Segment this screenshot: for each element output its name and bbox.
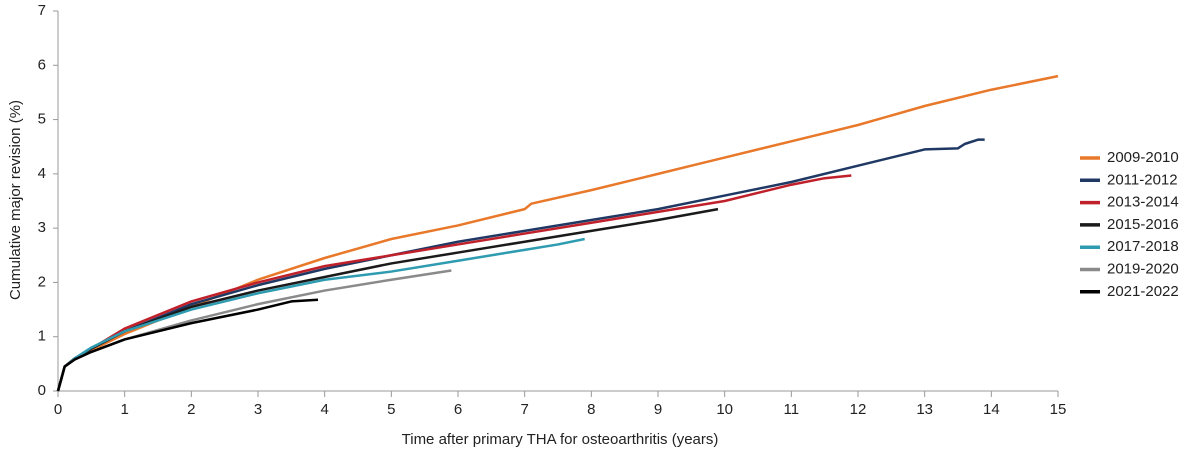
legend-label: 2019-2020 [1107,260,1179,277]
series-line [56,298,319,392]
series-line [56,269,452,392]
x-tick-label: 6 [454,401,462,418]
legend-label: 2013-2014 [1107,194,1179,211]
y-axis-label: Cumulative major revision (%) [7,100,24,300]
x-axis-label: Time after primary THA for osteoarthriti… [402,431,719,448]
y-tick-label: 7 [38,2,46,19]
x-tick-label: 9 [654,401,662,418]
x-tick-label: 4 [320,401,328,418]
y-tick-label: 4 [38,165,46,182]
series-line [56,174,852,392]
x-tick-label: 3 [254,401,262,418]
x-tick-label: 15 [1050,401,1067,418]
y-tick-label: 1 [38,328,46,345]
y-tick-label: 5 [38,111,46,128]
series-line [56,207,719,392]
legend-label: 2009-2010 [1107,149,1179,166]
legend-label: 2015-2016 [1107,216,1179,233]
x-tick-label: 8 [587,401,595,418]
x-tick-label: 12 [850,401,867,418]
series-line [56,74,1059,392]
x-tick-label: 2 [187,401,195,418]
y-tick-label: 6 [38,56,46,73]
x-tick-label: 5 [387,401,395,418]
series-line [56,138,985,392]
x-tick-label: 1 [120,401,128,418]
series-line [56,237,585,392]
y-tick-label: 3 [38,219,46,236]
x-tick-label: 14 [983,401,1000,418]
x-tick-label: 0 [54,401,62,418]
y-tick-label: 2 [38,273,46,290]
x-tick-label: 10 [716,401,733,418]
legend-label: 2021-2022 [1107,283,1179,300]
legend-label: 2011-2012 [1107,171,1178,188]
x-tick-label: 13 [916,401,933,418]
x-tick-label: 7 [520,401,528,418]
x-tick-label: 11 [784,401,800,418]
legend-label: 2017-2018 [1107,238,1179,255]
y-tick-label: 0 [38,382,46,399]
